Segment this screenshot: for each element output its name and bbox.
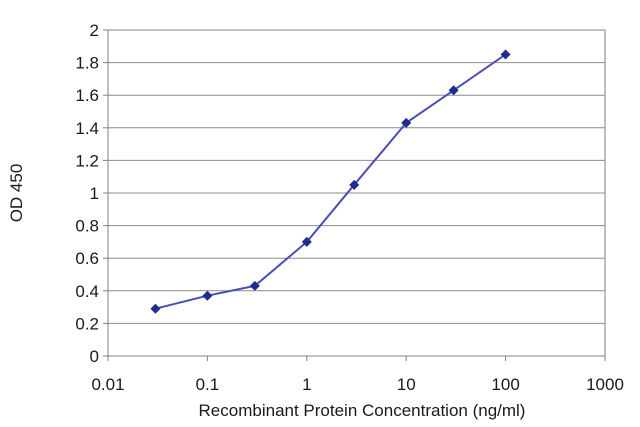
y-tick-label: 0.8 <box>75 217 99 236</box>
y-tick-label: 0 <box>90 347 99 366</box>
series-line <box>155 53 507 310</box>
y-tick-label: 1 <box>90 184 99 203</box>
data-point <box>401 117 412 128</box>
x-tick-label: 1000 <box>586 375 624 394</box>
series-line-group <box>155 53 507 310</box>
x-tick-label: 0.01 <box>91 375 124 394</box>
y-tick-label: 1.8 <box>75 54 99 73</box>
data-point <box>500 49 511 60</box>
gridlines <box>108 62 605 324</box>
x-tick-label: 0.1 <box>196 375 220 394</box>
y-axis-title: OD 450 <box>7 164 26 223</box>
x-tick-label: 100 <box>491 375 519 394</box>
x-axis-title: Recombinant Protein Concentration (ng/ml… <box>199 401 526 420</box>
y-tick-label: 0.6 <box>75 249 99 268</box>
y-tick-label: 1.6 <box>75 86 99 105</box>
data-point <box>202 290 213 301</box>
x-axis: 0.01 0.1 1 10 100 1000 <box>91 356 624 394</box>
data-point <box>150 303 161 314</box>
x-tick-label: 10 <box>397 375 416 394</box>
data-point <box>249 280 260 291</box>
data-point <box>349 179 360 190</box>
x-tick-label: 1 <box>302 375 311 394</box>
data-point <box>301 236 312 247</box>
y-tick-label: 2 <box>90 21 99 40</box>
data-markers <box>150 49 511 314</box>
y-tick-label: 0.4 <box>75 282 99 301</box>
y-tick-label: 1.4 <box>75 119 99 138</box>
y-axis: 0 0.2 0.4 0.6 0.8 1 1.2 1.4 1.6 1.8 2 <box>75 21 108 366</box>
data-point <box>448 85 459 96</box>
y-tick-label: 1.2 <box>75 151 99 170</box>
y-tick-label: 0.2 <box>75 314 99 333</box>
